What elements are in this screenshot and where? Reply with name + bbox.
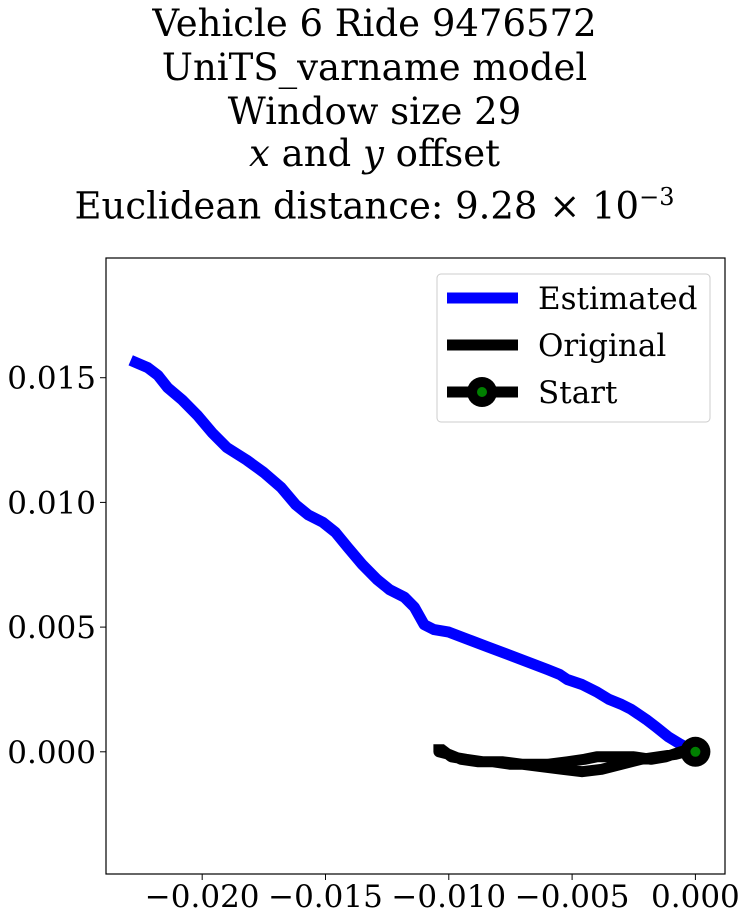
start-marker-center [690, 746, 701, 757]
title-line-1: Vehicle 6 Ride 9476572 [152, 2, 597, 45]
legend-box [436, 273, 711, 423]
legend-original-label: Original [538, 328, 666, 364]
title-y-var: y [363, 132, 384, 175]
x-tick-label: 0.000 [651, 879, 740, 915]
title-exponent: −3 [639, 183, 675, 211]
y-tick-label: 0.000 [7, 735, 96, 771]
legend-estimated-label: Estimated [538, 281, 697, 317]
title-offset: offset [383, 132, 500, 175]
x-tick-label: −0.015 [268, 879, 383, 915]
title-x-var: x [249, 132, 270, 175]
y-axis: 0.000 0.005 0.010 0.015 [7, 361, 106, 771]
legend-start-marker-center [477, 387, 487, 397]
title-and: and [269, 132, 363, 175]
y-tick-label: 0.015 [7, 361, 96, 397]
series-line-original [433, 743, 701, 778]
plot-frame [105, 257, 726, 875]
series-line-estimated [128, 355, 698, 757]
title-line-4: x and y offset [0, 132, 749, 176]
title-line-2: UniTS_varname model [161, 46, 588, 89]
title-distance: Euclidean distance: 9.28 × 10 [74, 184, 640, 228]
legend: Estimated Original Start [436, 273, 711, 423]
x-axis: −0.020 −0.015 −0.010 −0.005 0.000 [145, 874, 740, 915]
x-tick-label: −0.020 [145, 879, 260, 915]
x-tick-label: −0.010 [391, 879, 506, 915]
legend-start-label: Start [538, 375, 618, 411]
x-tick-label: −0.005 [515, 879, 630, 915]
title-line-5: Euclidean distance: 9.28 × 10−3 [0, 175, 749, 228]
y-tick-label: 0.005 [7, 610, 96, 646]
y-tick-label: 0.010 [7, 485, 96, 521]
title-line-3: Window size 29 [227, 90, 522, 133]
